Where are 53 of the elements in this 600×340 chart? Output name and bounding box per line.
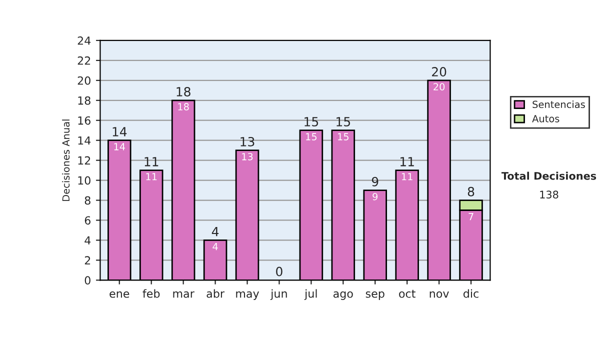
total-label: 0 bbox=[276, 266, 282, 276]
legend-label: Sentencias bbox=[532, 100, 585, 108]
total-label: 11 bbox=[400, 157, 414, 166]
y-tick-label: 18 bbox=[78, 96, 90, 105]
y-tick-label: 16 bbox=[78, 116, 90, 125]
data-label: 14 bbox=[114, 143, 126, 150]
x-tick-label: may bbox=[236, 291, 260, 300]
text: Total Decisiones bbox=[501, 172, 596, 180]
y-tick-label: 4 bbox=[84, 236, 91, 244]
x-tick-label: oct bbox=[399, 290, 416, 298]
data-label: 13 bbox=[242, 152, 253, 160]
total-label: 9 bbox=[372, 176, 378, 186]
total-label: 15 bbox=[304, 117, 318, 126]
y-tick-label: 12 bbox=[78, 156, 90, 165]
data-label: 15 bbox=[338, 133, 348, 140]
data-label: 9 bbox=[372, 192, 378, 200]
x-tick-label: sep bbox=[366, 291, 384, 300]
y-tick-label: 20 bbox=[78, 76, 90, 85]
legend-label: Autos bbox=[532, 115, 560, 122]
x-tick-label: feb bbox=[142, 289, 160, 298]
x-tick-label: jun bbox=[270, 289, 287, 300]
x-tick-label: jul bbox=[304, 289, 317, 300]
total-label: 14 bbox=[112, 127, 127, 136]
data-label: 7 bbox=[468, 213, 474, 220]
total-label: 18 bbox=[176, 87, 190, 96]
y-axis-title: Decisiones Anual bbox=[62, 120, 70, 201]
x-tick-label: abr bbox=[206, 289, 224, 298]
text: 138 bbox=[540, 190, 558, 199]
x-tick-label: nov bbox=[430, 291, 449, 298]
y-tick-label: 22 bbox=[78, 56, 90, 65]
total-label: 15 bbox=[336, 117, 350, 126]
data-label: 11 bbox=[402, 173, 412, 180]
total-label: 11 bbox=[144, 157, 158, 166]
y-tick-label: 14 bbox=[78, 136, 91, 145]
total-label: 4 bbox=[212, 227, 219, 236]
data-label: 15 bbox=[306, 133, 317, 140]
data-label: 4 bbox=[212, 243, 218, 250]
y-tick-label: 10 bbox=[78, 176, 90, 185]
y-tick-label: 0 bbox=[84, 276, 90, 285]
data-label: 11 bbox=[146, 173, 157, 180]
data-label: 20 bbox=[434, 83, 445, 90]
x-tick-label: mar bbox=[173, 291, 194, 298]
y-tick-label: 2 bbox=[84, 256, 90, 264]
y-tick-label: 24 bbox=[78, 36, 91, 45]
total-label: 13 bbox=[240, 136, 254, 146]
x-tick-label: ene bbox=[110, 291, 130, 298]
y-tick-label: 6 bbox=[84, 216, 90, 225]
data-label: 18 bbox=[178, 103, 189, 110]
total-label: 20 bbox=[432, 67, 446, 76]
total-label: 8 bbox=[468, 186, 474, 196]
x-tick-label: dic bbox=[464, 289, 478, 298]
x-tick-label: ago bbox=[333, 291, 353, 300]
y-tick-label: 8 bbox=[84, 196, 90, 205]
